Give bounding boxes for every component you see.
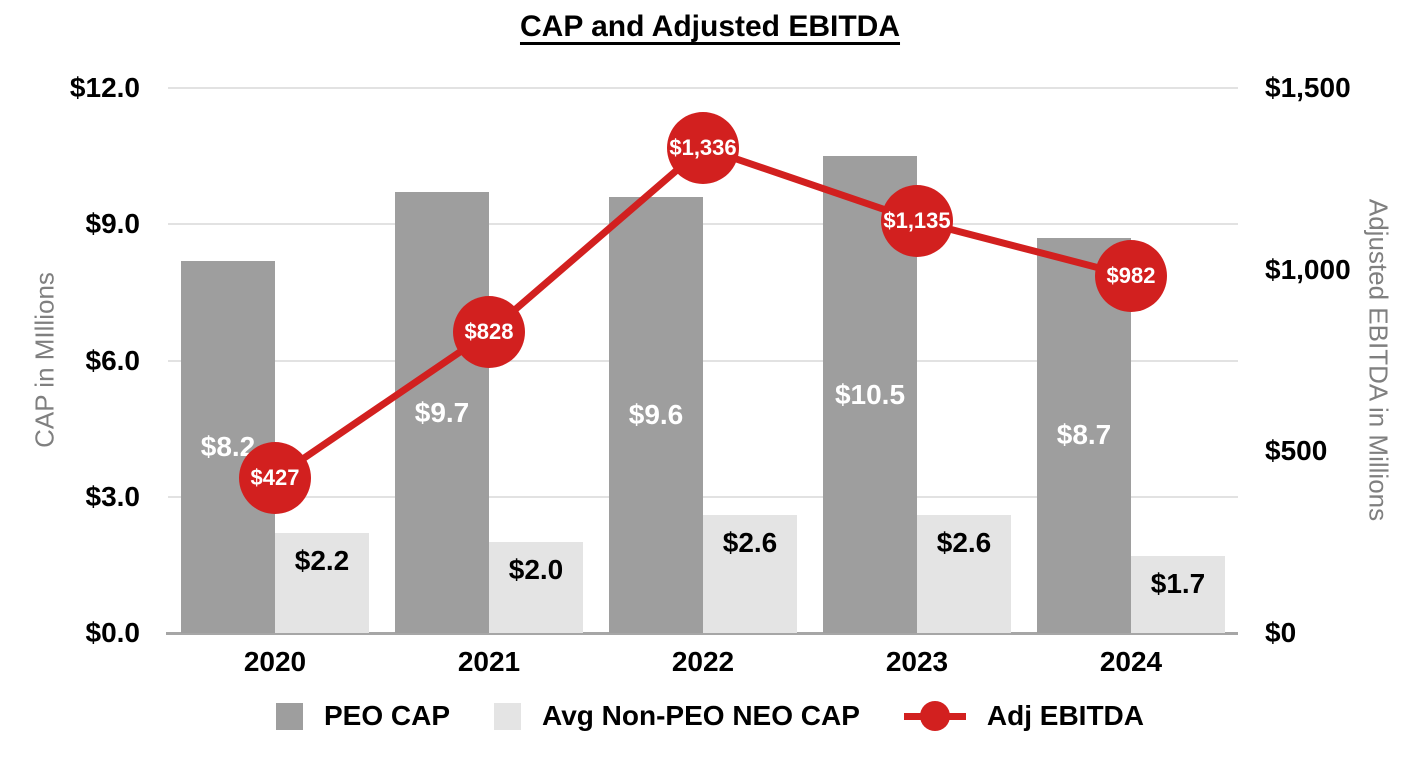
marker-adj-ebitda-2024: $982: [1095, 240, 1167, 312]
bar-label-avg-non-peo-neo-cap-2024: $1.7: [1150, 568, 1206, 599]
legend-label-avg-non-peo-neo-cap: Avg Non-PEO NEO CAP: [542, 700, 860, 731]
bar-avg-non-peo-neo-cap-2020: [275, 533, 369, 633]
chart-title: CAP and Adjusted EBITDA: [519, 10, 901, 43]
left-axis-tick-3: $3.0: [85, 481, 141, 512]
bar-label-peo-cap-2024: $8.7: [1056, 419, 1112, 450]
left-axis-tick-4: $0.0: [85, 617, 141, 648]
left-axis-tick-1: $9.0: [85, 208, 141, 239]
bar-label-peo-cap-2022: $9.6: [628, 399, 684, 430]
marker-label-adj-ebitda-2021: $828: [464, 319, 514, 344]
legend-label-peo-cap: PEO CAP: [323, 700, 451, 731]
bar-avg-non-peo-neo-cap-2024: [1131, 556, 1225, 633]
bar-avg-non-peo-neo-cap-2023: [917, 515, 1011, 633]
x-axis-label-2021: 2021: [457, 646, 521, 677]
legend-label-adj-ebitda: Adj EBITDA: [986, 700, 1144, 731]
marker-label-adj-ebitda-2023: $1,135: [883, 208, 951, 233]
bar-avg-non-peo-neo-cap-2022: [703, 515, 797, 633]
right-axis-tick-1: $1,000: [1265, 254, 1351, 285]
marker-adj-ebitda-2022: $1,336: [667, 112, 739, 184]
legend-item-adj-ebitda: Adj EBITDA: [903, 700, 1144, 732]
bar-label-avg-non-peo-neo-cap-2023: $2.6: [936, 527, 992, 558]
left-axis-tick-2: $6.0: [85, 345, 141, 376]
x-axis-label-2022: 2022: [671, 646, 735, 677]
right-axis-tick-3: $0: [1265, 617, 1297, 648]
x-axis-label-2020: 2020: [243, 646, 307, 677]
adj-ebitda-line-marker-icon: [903, 701, 966, 731]
bar-label-peo-cap-2023: $10.5: [834, 379, 906, 410]
x-axis-label-2023: 2023: [885, 646, 949, 677]
right-axis-tick-0: $1,500: [1265, 72, 1351, 103]
marker-label-adj-ebitda-2022: $1,336: [669, 135, 737, 160]
gridline: [168, 496, 1238, 498]
bar-label-avg-non-peo-neo-cap-2021: $2.0: [508, 554, 564, 585]
legend-item-avg-non-peo-neo-cap: Avg Non-PEO NEO CAP: [494, 700, 860, 732]
legend-dot-icon: [919, 701, 950, 731]
marker-adj-ebitda-2020: $427: [239, 442, 311, 514]
bar-avg-non-peo-neo-cap-2021: [489, 542, 583, 633]
left-axis-tick-0: $12.0: [69, 72, 140, 103]
x-axis-label-2024: 2024: [1099, 646, 1163, 677]
right-axis-tick-2: $500: [1265, 435, 1328, 466]
marker-label-adj-ebitda-2024: $982: [1106, 263, 1156, 288]
marker-label-adj-ebitda-2020: $427: [250, 465, 300, 490]
right-axis-title: Adjusted EBITDA in Millions: [1363, 198, 1394, 522]
avg-non-peo-neo-cap-swatch-icon: [494, 702, 522, 730]
gridline: [168, 87, 1238, 89]
marker-adj-ebitda-2023: $1,135: [881, 185, 953, 257]
bar-label-avg-non-peo-neo-cap-2020: $2.2: [294, 545, 350, 576]
gridline: [168, 223, 1238, 225]
marker-adj-ebitda-2021: $828: [453, 296, 525, 368]
bar-label-peo-cap-2021: $9.7: [414, 397, 470, 428]
legend: PEO CAP Avg Non-PEO NEO CAP Adj EBITDA: [0, 700, 1420, 732]
legend-item-peo-cap: PEO CAP: [275, 700, 451, 732]
bar-label-avg-non-peo-neo-cap-2022: $2.6: [722, 527, 778, 558]
x-axis-baseline: [166, 632, 1238, 635]
peo-cap-swatch-icon: [275, 702, 303, 730]
